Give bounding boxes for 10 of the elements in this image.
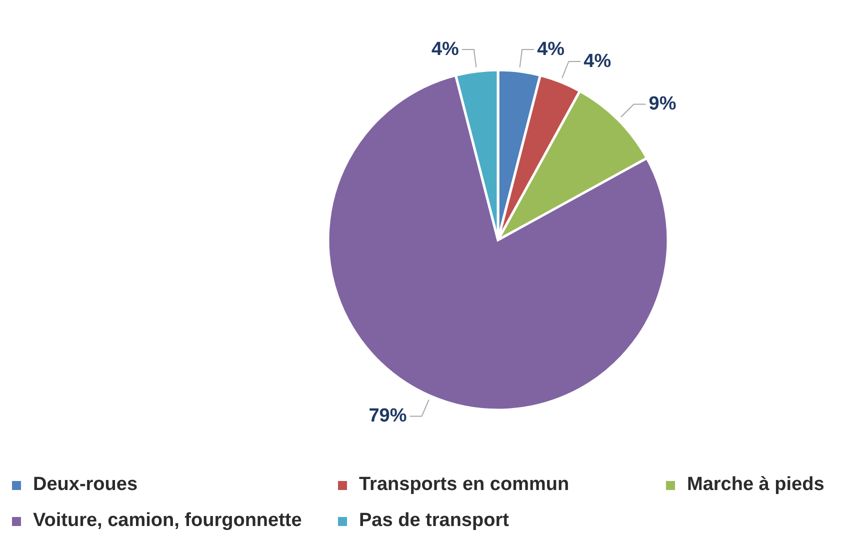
legend-label: Transports en commun	[359, 474, 570, 496]
data-label: 79%	[368, 406, 407, 427]
data-label: 4%	[584, 50, 612, 72]
legend-label: Deux-roues	[33, 474, 138, 496]
legend-label: Voiture, camion, fourgonnette	[33, 510, 302, 532]
data-label: 4%	[537, 39, 565, 60]
legend-label: Pas de transport	[359, 510, 509, 532]
legend-label: Marche à pieds	[687, 474, 824, 496]
data-label: 9%	[648, 94, 676, 115]
data-label: 4%	[431, 39, 460, 60]
